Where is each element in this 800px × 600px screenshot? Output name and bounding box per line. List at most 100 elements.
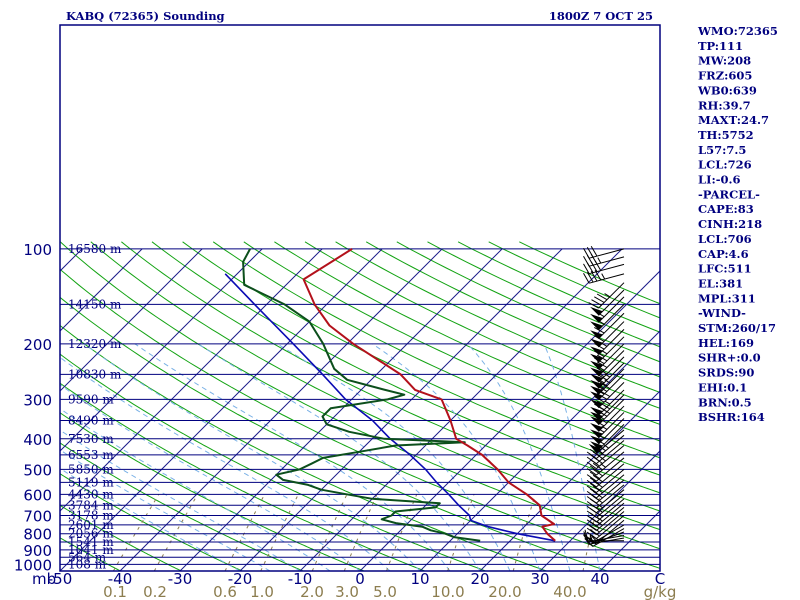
wind-barb-half-feather (604, 373, 611, 378)
wind-barb-flag (590, 411, 603, 421)
wind-barb-feather (586, 247, 594, 258)
wind-barb-shaft (598, 329, 625, 356)
wind-barb-feather (583, 273, 590, 284)
wind-barb-shaft (596, 498, 625, 523)
isotherm-line (119, 248, 443, 571)
wind-barb-shaft (598, 296, 625, 323)
temperature-trace (302, 248, 556, 542)
wind-barb (583, 269, 625, 284)
wind-barb-feather (586, 519, 597, 527)
dry-adiabat-line (304, 241, 660, 409)
wind-barb-shaft (598, 312, 625, 340)
wind-barb (583, 246, 625, 259)
mixing-ratio-label: 1.0 (250, 583, 274, 600)
index-item: EL:381 (698, 276, 743, 290)
wind-barb-shaft (596, 429, 625, 454)
wind-barb-flag (590, 379, 603, 389)
wind-barb-feather (584, 538, 594, 547)
wind-barb-shaft (592, 528, 625, 547)
index-item: SHR+:0.0 (698, 351, 761, 365)
index-item: LCL:726 (698, 158, 752, 172)
pressure-tick-label: 400 (23, 431, 52, 449)
wind-barb-shaft (596, 484, 625, 509)
wind-barb-shaft (598, 374, 625, 401)
mixing-ratio-label: 0.1 (103, 583, 127, 600)
wind-barb-shaft (598, 423, 625, 451)
pressure-tick-label: 1000 (14, 556, 52, 574)
isotherm-line (359, 270, 660, 571)
isotherm-line (60, 248, 323, 512)
wind-barb-feather (592, 485, 603, 494)
wind-barb-shaft (596, 519, 625, 544)
wind-barb (586, 474, 625, 499)
wind-barb-flag (590, 423, 603, 432)
wind-barb-flag (590, 373, 603, 383)
wind-barb-shaft (598, 362, 625, 389)
dry-adiabat-line (212, 241, 660, 459)
wind-barb-shaft (589, 256, 625, 267)
isotherm-line (479, 390, 660, 571)
height-label: 2056 m (68, 527, 114, 541)
mixing-ratio-label: 20.0 (488, 583, 521, 600)
height-label: 8490 m (68, 414, 114, 428)
mixing-ratio-label: 2.0 (300, 583, 324, 600)
index-item: WMO:72365 (697, 24, 778, 38)
wind-barb-feather (589, 477, 600, 485)
moist-adiabat-line (372, 343, 541, 571)
dry-adiabat-line (121, 241, 660, 512)
dewpoint-trace (242, 248, 481, 542)
wind-barb-shaft (596, 440, 625, 464)
wind-barb-shaft (596, 502, 625, 527)
dry-adiabat-line (60, 382, 425, 571)
height-label: 9590 m (68, 392, 114, 406)
wind-barb-shaft (598, 321, 625, 348)
wind-barb-feather (591, 299, 602, 306)
height-label: 564 m (68, 550, 107, 564)
pressure-tick-label: 200 (23, 336, 52, 354)
plot-area (60, 241, 660, 571)
wind-barb-shaft (598, 343, 625, 370)
temperature-tick-label: 10 (410, 570, 429, 588)
isotherm-line (239, 248, 563, 571)
mb-unit-label: mb (32, 570, 56, 588)
index-item: MAXT:24.7 (698, 113, 769, 127)
mixing-ratio-label: 0.6 (213, 583, 237, 600)
wind-barb-half-feather (604, 293, 611, 298)
temperature-unit-label: C (655, 570, 665, 588)
index-item: BSHR:164 (698, 410, 765, 424)
moist-adiabat-line (83, 343, 421, 571)
wind-barb-feather (586, 496, 597, 504)
isotherm-line (60, 248, 263, 452)
wind-barb-flag (590, 330, 603, 339)
wind-barb-shaft (596, 457, 625, 482)
wind-barb-shaft (598, 412, 625, 439)
pressure-tick-label: 800 (23, 526, 52, 544)
height-label: 4430 m (68, 487, 114, 501)
height-label: 6553 m (68, 448, 114, 462)
moist-adiabat-line (197, 343, 481, 571)
index-item: L57:7.5 (698, 143, 746, 157)
wind-barb (590, 312, 625, 340)
wind-barb-shaft (598, 289, 625, 316)
mixing-ratio-line (512, 494, 536, 571)
wind-barb-shaft (596, 445, 625, 469)
index-item: TP:111 (698, 39, 743, 53)
dry-adiabat-line (335, 241, 660, 393)
dry-adiabat-line (243, 241, 660, 442)
moist-adiabat-line (467, 343, 571, 571)
wind-barb-flag (590, 391, 603, 400)
wind-barb-feather (592, 480, 603, 488)
wind-barb (588, 282, 625, 309)
dry-adiabat-line (60, 296, 608, 571)
dry-adiabat-line (60, 537, 121, 571)
wind-barb-shaft (598, 405, 625, 432)
wind-barb-shaft (596, 511, 625, 535)
wind-barb (590, 289, 625, 316)
wind-barb-flag (590, 416, 603, 425)
wind-barb-flag (590, 346, 603, 355)
temperature-tick-label: 20 (470, 570, 489, 588)
dry-adiabat-line (60, 412, 365, 571)
mixing-ratio-label: 0.2 (143, 583, 167, 600)
wind-barb-feather (583, 248, 590, 259)
